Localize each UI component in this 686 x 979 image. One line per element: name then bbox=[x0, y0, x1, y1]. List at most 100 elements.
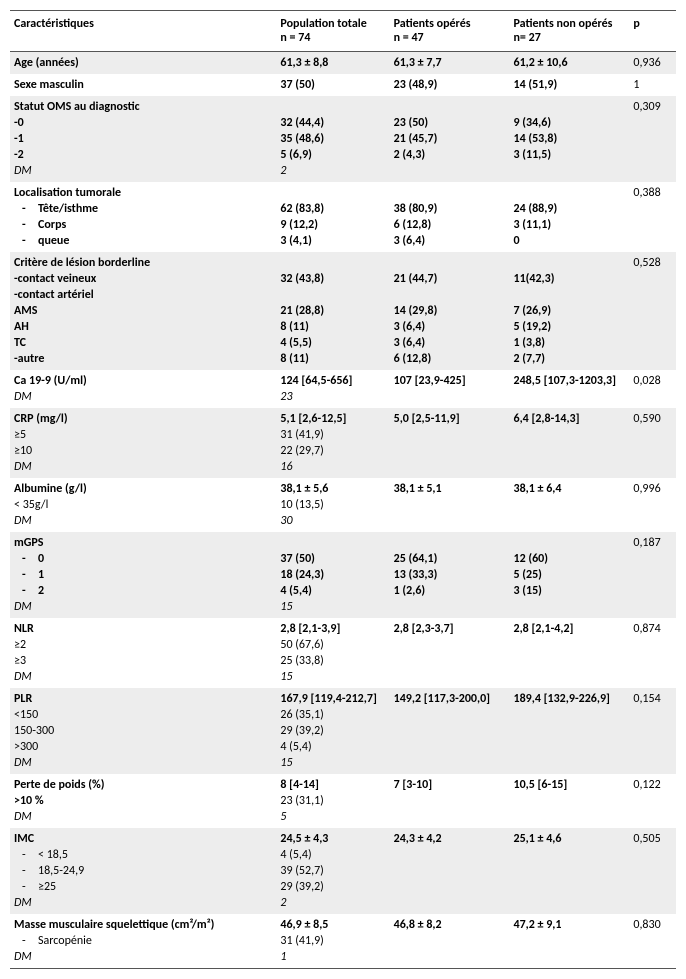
table-row: < 18,54 (5,4) bbox=[10, 847, 676, 863]
cell-value bbox=[390, 933, 510, 949]
cell-value bbox=[390, 793, 510, 809]
cell-characteristic: TC bbox=[10, 335, 276, 351]
table-row: DM5 bbox=[10, 809, 676, 828]
cell-value: 39 (52,7) bbox=[276, 863, 389, 879]
table-row: -contact veineux32 (43,8)21 (44,7)11(42,… bbox=[10, 271, 676, 287]
cell-value: 0,590 bbox=[629, 408, 676, 427]
cell-value: 2,8 [2,1-3,9] bbox=[276, 618, 389, 637]
cell-characteristic: Sexe masculin bbox=[10, 74, 276, 96]
cell-value bbox=[509, 863, 629, 879]
cell-value: 0,528 bbox=[629, 252, 676, 271]
cell-value bbox=[390, 532, 510, 551]
cell-value: 8 (11) bbox=[276, 319, 389, 335]
cell-value bbox=[509, 809, 629, 828]
cell-characteristic: AH bbox=[10, 319, 276, 335]
cell-value bbox=[629, 949, 676, 969]
col-nonoperated: Patients non opérésn= 27 bbox=[509, 11, 629, 52]
table-row: Sexe masculin37 (50)23 (48,9)14 (51,9)1 bbox=[10, 74, 676, 96]
cell-value bbox=[390, 723, 510, 739]
cell-value: 124 [64,5-656] bbox=[276, 370, 389, 389]
cell-value bbox=[629, 551, 676, 567]
table-row: ≥1022 (29,7) bbox=[10, 443, 676, 459]
table-row: Critère de lésion borderline0,528 bbox=[10, 252, 676, 271]
cell-value bbox=[629, 739, 676, 755]
cell-value bbox=[509, 532, 629, 551]
cell-value bbox=[390, 895, 510, 914]
cell-value: 189,4 [132,9-226,9] bbox=[509, 688, 629, 707]
table-row: DM15 bbox=[10, 599, 676, 618]
cell-value bbox=[509, 755, 629, 774]
cell-value bbox=[629, 583, 676, 599]
cell-characteristic: Albumine (g/l) bbox=[10, 478, 276, 497]
cell-value bbox=[509, 653, 629, 669]
cell-value bbox=[390, 879, 510, 895]
cell-characteristic: >10 % bbox=[10, 793, 276, 809]
table-row: DM1 bbox=[10, 949, 676, 969]
cell-characteristic: DM bbox=[10, 513, 276, 532]
cell-value: 2 (7,7) bbox=[509, 351, 629, 370]
cell-value: 167,9 [119,4-212,7] bbox=[276, 688, 389, 707]
cell-characteristic: -autre bbox=[10, 351, 276, 370]
cell-value: 0,830 bbox=[629, 914, 676, 933]
cell-value bbox=[390, 949, 510, 969]
table-row: queue3 (4,1)3 (6,4)0 bbox=[10, 233, 676, 252]
col-total: Population totalen = 74 bbox=[276, 11, 389, 52]
cell-value: 4 (5,4) bbox=[276, 847, 389, 863]
cell-characteristic: Ca 19-9 (U/ml) bbox=[10, 370, 276, 389]
cell-value bbox=[390, 96, 510, 115]
cell-value bbox=[629, 351, 676, 370]
cell-value: 9 (34,6) bbox=[509, 115, 629, 131]
cell-value bbox=[390, 847, 510, 863]
cell-value bbox=[509, 96, 629, 115]
table-row: mGPS0,187 bbox=[10, 532, 676, 551]
table-row: Albumine (g/l)38,1 ± 5,638,1 ± 5,138,1 ±… bbox=[10, 478, 676, 497]
cell-value bbox=[629, 497, 676, 513]
cell-value: 0,996 bbox=[629, 478, 676, 497]
table-row: 24 (5,4)1 (2,6)3 (15) bbox=[10, 583, 676, 599]
table-row: Sarcopénie31 (41,9) bbox=[10, 933, 676, 949]
cell-value bbox=[629, 895, 676, 914]
cell-value: 35 (48,6) bbox=[276, 131, 389, 147]
table-row: DM15 bbox=[10, 669, 676, 688]
cell-value bbox=[390, 163, 510, 182]
cell-value: 1 (3,8) bbox=[509, 335, 629, 351]
cell-value: 46,9 ± 8,5 bbox=[276, 914, 389, 933]
cell-characteristic: < 18,5 bbox=[10, 847, 276, 863]
cell-value: 2,8 [2,1-4,2] bbox=[509, 618, 629, 637]
table-row: 118 (24,3)13 (33,3)5 (25) bbox=[10, 567, 676, 583]
cell-value: 3 (4,1) bbox=[276, 233, 389, 252]
cell-value: 0,122 bbox=[629, 774, 676, 793]
cell-characteristic: ≥3 bbox=[10, 653, 276, 669]
cell-value: 25 (33,8) bbox=[276, 653, 389, 669]
table-row: Age (années)61,3 ± 8,861,3 ± 7,761,2 ± 1… bbox=[10, 52, 676, 75]
cell-value: 4 (5,5) bbox=[276, 335, 389, 351]
cell-value: 21 (44,7) bbox=[390, 271, 510, 287]
cell-value bbox=[629, 271, 676, 287]
cell-characteristic: Statut OMS au diagnostic bbox=[10, 96, 276, 115]
cell-value: 29 (39,2) bbox=[276, 879, 389, 895]
cell-value bbox=[629, 427, 676, 443]
table-row: -135 (48,6)21 (45,7)14 (53,8) bbox=[10, 131, 676, 147]
cell-value bbox=[276, 532, 389, 551]
cell-value: 1 bbox=[276, 949, 389, 969]
cell-value: 13 (33,3) bbox=[390, 567, 510, 583]
cell-value bbox=[390, 653, 510, 669]
cell-value: 3 (15) bbox=[509, 583, 629, 599]
cell-value bbox=[276, 182, 389, 201]
cell-value bbox=[276, 252, 389, 271]
cell-value: 18 (24,3) bbox=[276, 567, 389, 583]
cell-value bbox=[629, 163, 676, 182]
cell-value: 5 (6,9) bbox=[276, 147, 389, 163]
cell-value bbox=[629, 863, 676, 879]
table-row: DM2 bbox=[10, 895, 676, 914]
table-row: DM16 bbox=[10, 459, 676, 478]
table-row: Localisation tumorale0,388 bbox=[10, 182, 676, 201]
table-row: Corps9 (12,2)6 (12,8)3 (11,1) bbox=[10, 217, 676, 233]
cell-value: 2 bbox=[276, 895, 389, 914]
cell-value: 23 (50) bbox=[390, 115, 510, 131]
cell-value: 8 [4-14] bbox=[276, 774, 389, 793]
table-row: AMS21 (28,8)14 (29,8)7 (26,9) bbox=[10, 303, 676, 319]
cell-characteristic: DM bbox=[10, 949, 276, 969]
cell-characteristic: ≥25 bbox=[10, 879, 276, 895]
col-operated: Patients opérésn = 47 bbox=[390, 11, 510, 52]
